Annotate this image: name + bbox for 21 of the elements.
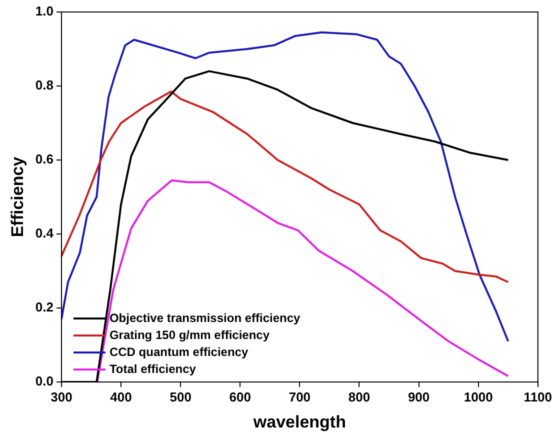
y-tick-label: 1.0 [35,4,54,19]
legend-label: Total efficiency [109,362,196,376]
x-tick-label: 500 [170,389,192,404]
x-tick-label: 800 [348,389,370,404]
x-tick-label: 1100 [524,389,552,404]
x-tick-label: 600 [229,389,251,404]
x-axis-title: wavelength [252,412,346,432]
legend-label: Objective transmission efficiency [109,310,301,325]
legend-label: CCD quantum efficiency [109,344,248,359]
x-tick-label: 700 [288,389,311,404]
y-tick-label: 0.2 [35,300,54,315]
x-tick-label: 300 [50,389,72,404]
x-tick-label: 1000 [464,389,493,404]
y-axis-title: Efficiency [8,156,27,238]
y-tick-label: 0.4 [35,226,54,241]
x-tick-label: 900 [408,389,430,404]
x-tick-label: 400 [110,389,132,404]
y-tick-label: 0.6 [35,152,54,167]
y-tick-label: 0.0 [35,374,54,389]
y-tick-label: 0.8 [35,78,54,93]
legend-label: Grating 150 g/mm efficiency [109,328,270,342]
